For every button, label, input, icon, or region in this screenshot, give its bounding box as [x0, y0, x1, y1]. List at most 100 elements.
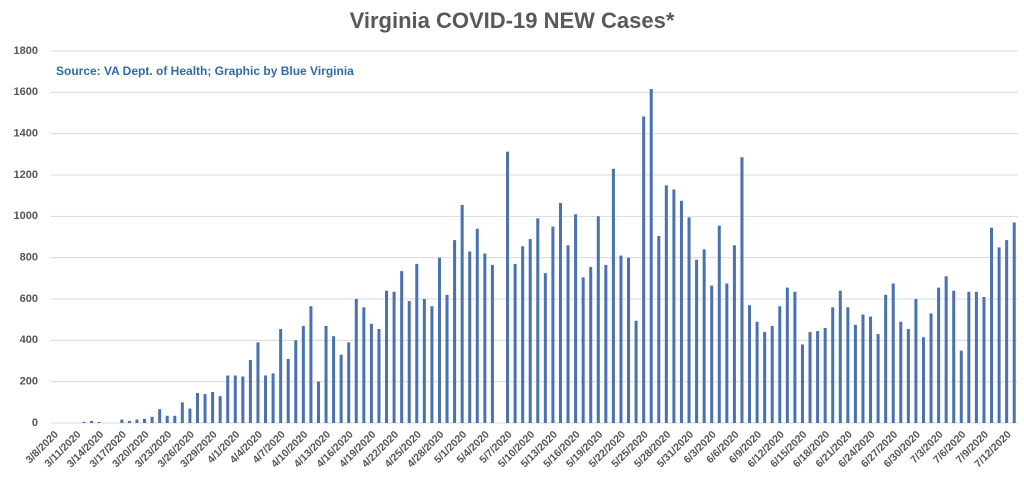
bar: [566, 245, 570, 423]
bar: [445, 294, 449, 423]
bar: [286, 358, 290, 423]
bar: [521, 246, 525, 423]
bar: [165, 415, 169, 423]
y-tick-label: 200: [20, 376, 38, 388]
bar: [127, 420, 131, 423]
bar: [536, 218, 540, 423]
bar: [611, 168, 615, 423]
bar: [906, 328, 910, 423]
bar: [997, 247, 1001, 423]
y-tick-label: 1800: [14, 45, 38, 57]
bar: [226, 375, 230, 423]
bar: [838, 290, 842, 423]
bar: [248, 359, 252, 423]
bar: [596, 216, 600, 423]
chart-title: Virginia COVID-19 NEW Cases*: [350, 8, 675, 33]
bar: [294, 340, 298, 423]
bar: [241, 376, 245, 423]
bar: [506, 151, 510, 423]
bar: [884, 294, 888, 423]
bar: [952, 290, 956, 423]
bar: [808, 332, 812, 423]
bar: [748, 305, 752, 423]
bar: [369, 323, 373, 423]
bar: [974, 291, 978, 423]
bar: [702, 249, 706, 423]
bar: [309, 306, 313, 423]
bar: [362, 307, 366, 423]
bar: [959, 350, 963, 423]
bar: [861, 314, 865, 423]
bar: [778, 306, 782, 423]
bar: [642, 116, 646, 423]
bar: [528, 239, 532, 423]
bar: [710, 285, 714, 423]
bar: [120, 419, 124, 423]
bar: [279, 328, 283, 423]
bar: [211, 392, 215, 423]
y-tick-label: 0: [32, 417, 38, 429]
bar: [203, 394, 207, 423]
bar: [921, 337, 925, 423]
bar: [763, 332, 767, 423]
bar: [929, 313, 933, 423]
bar: [490, 264, 494, 423]
bar: [233, 375, 237, 423]
y-tick-label: 800: [20, 252, 38, 264]
bar: [483, 253, 487, 423]
bar: [982, 296, 986, 423]
bar: [551, 226, 555, 423]
bar: [377, 328, 381, 423]
bar: [687, 217, 691, 423]
bar: [135, 419, 139, 423]
y-tick-label: 1000: [14, 210, 38, 222]
bar: [725, 283, 729, 423]
bar: [195, 393, 199, 423]
bar: [891, 283, 895, 423]
bar: [407, 301, 411, 423]
bar: [316, 381, 320, 423]
bar: [990, 227, 994, 423]
bar: [627, 257, 631, 423]
bar: [150, 416, 154, 423]
bar: [558, 202, 562, 423]
subtitle: Source: VA Dept. of Health; Graphic by B…: [56, 64, 354, 78]
bar: [97, 421, 101, 423]
bar: [800, 344, 804, 423]
bar: [392, 291, 396, 423]
bar: [385, 290, 389, 423]
bar: [944, 276, 948, 423]
bar: [899, 321, 903, 423]
bar: [831, 307, 835, 423]
bar: [937, 287, 941, 423]
bar: [823, 327, 827, 423]
bar: [672, 189, 676, 423]
bar: [301, 325, 305, 423]
bar: [453, 240, 457, 423]
bar: [589, 266, 593, 423]
bar: [657, 235, 661, 423]
bar: [914, 299, 918, 423]
y-tick-label: 1200: [14, 169, 38, 181]
bar: [324, 325, 328, 423]
bar: [468, 251, 472, 423]
bar: [634, 320, 638, 423]
bar: [869, 316, 873, 423]
bar: [430, 306, 434, 423]
bar: [332, 336, 336, 423]
bar: [755, 321, 759, 423]
bar: [732, 245, 736, 423]
bar: [785, 287, 789, 423]
bar: [400, 271, 404, 423]
bar: [437, 257, 441, 423]
bar: [347, 342, 351, 423]
bar: [543, 273, 547, 423]
bar: [695, 259, 699, 423]
bar: [816, 331, 820, 423]
bar: [1005, 240, 1009, 423]
bar: [460, 204, 464, 423]
bar: [82, 421, 86, 423]
bar: [180, 402, 184, 423]
bar: [619, 255, 623, 423]
